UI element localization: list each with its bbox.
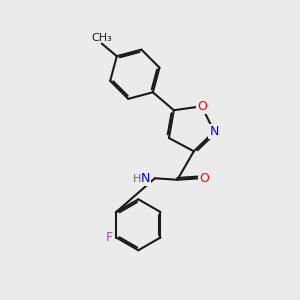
Text: O: O [197,100,207,113]
Text: O: O [200,172,209,185]
Text: N: N [209,125,219,138]
Text: CH₃: CH₃ [92,33,112,43]
Text: H: H [133,174,141,184]
Text: F: F [106,231,113,244]
Text: N: N [141,172,150,185]
